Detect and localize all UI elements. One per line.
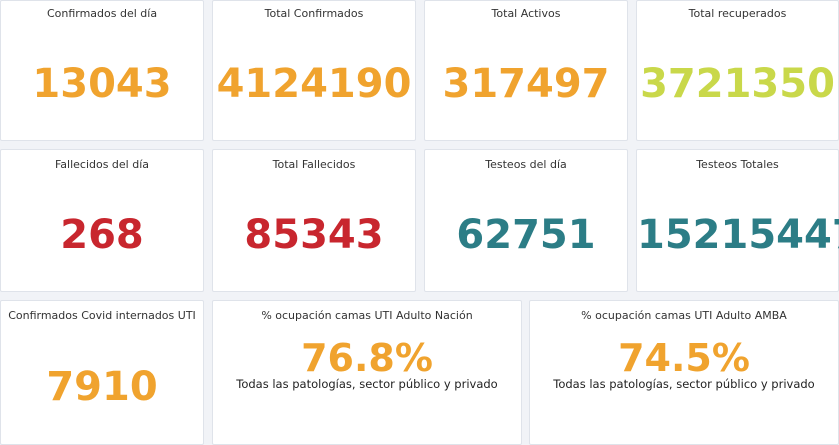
card-subtitle: Todas las patologías, sector público y p… <box>553 377 815 391</box>
card-value: 3721350 <box>640 61 835 107</box>
card-label: Total Activos <box>491 7 561 20</box>
card-label: % ocupación camas UTI Adulto Nación <box>261 309 473 322</box>
card-label: Confirmados Covid internados UTI <box>8 309 196 322</box>
card-fallecidos-del-dia: Fallecidos del día 268 <box>0 149 204 292</box>
card-label: Testeos Totales <box>696 158 779 171</box>
card-value: 62751 <box>456 212 596 258</box>
card-value: 268 <box>60 212 144 258</box>
card-label: Confirmados del día <box>46 7 158 20</box>
card-label: Testeos del día <box>485 158 567 171</box>
card-value: 13043 <box>32 61 172 107</box>
card-value: 15215447 <box>637 212 839 258</box>
card-total-confirmados: Total Confirmados 4124190 <box>212 0 416 141</box>
card-ocupacion-uti-nacion: % ocupación camas UTI Adulto Nación 76.8… <box>212 300 522 445</box>
card-total-fallecidos: Total Fallecidos 85343 <box>212 149 416 292</box>
card-total-recuperados: Total recuperados 3721350 <box>636 0 839 141</box>
card-value: 74.5% <box>618 336 750 380</box>
card-label: % ocupación camas UTI Adulto AMBA <box>581 309 787 322</box>
card-ocupacion-uti-amba: % ocupación camas UTI Adulto AMBA 74.5% … <box>529 300 839 445</box>
card-confirmados-del-dia: Confirmados del día 13043 <box>0 0 204 141</box>
card-value: 4124190 <box>216 61 412 107</box>
card-subtitle: Todas las patologías, sector público y p… <box>236 377 498 391</box>
card-label: Total Confirmados <box>264 7 364 20</box>
card-testeos-totales: Testeos Totales 15215447 <box>636 149 839 292</box>
card-value: 76.8% <box>301 336 433 380</box>
card-value: 85343 <box>244 212 384 258</box>
card-value: 317497 <box>442 61 610 107</box>
card-value: 7910 <box>46 364 158 410</box>
card-total-activos: Total Activos 317497 <box>424 0 628 141</box>
card-testeos-del-dia: Testeos del día 62751 <box>424 149 628 292</box>
card-confirmados-internados-uti: Confirmados Covid internados UTI 7910 <box>0 300 204 445</box>
card-label: Total recuperados <box>688 7 787 20</box>
card-label: Total Fallecidos <box>272 158 356 171</box>
card-label: Fallecidos del día <box>54 158 150 171</box>
